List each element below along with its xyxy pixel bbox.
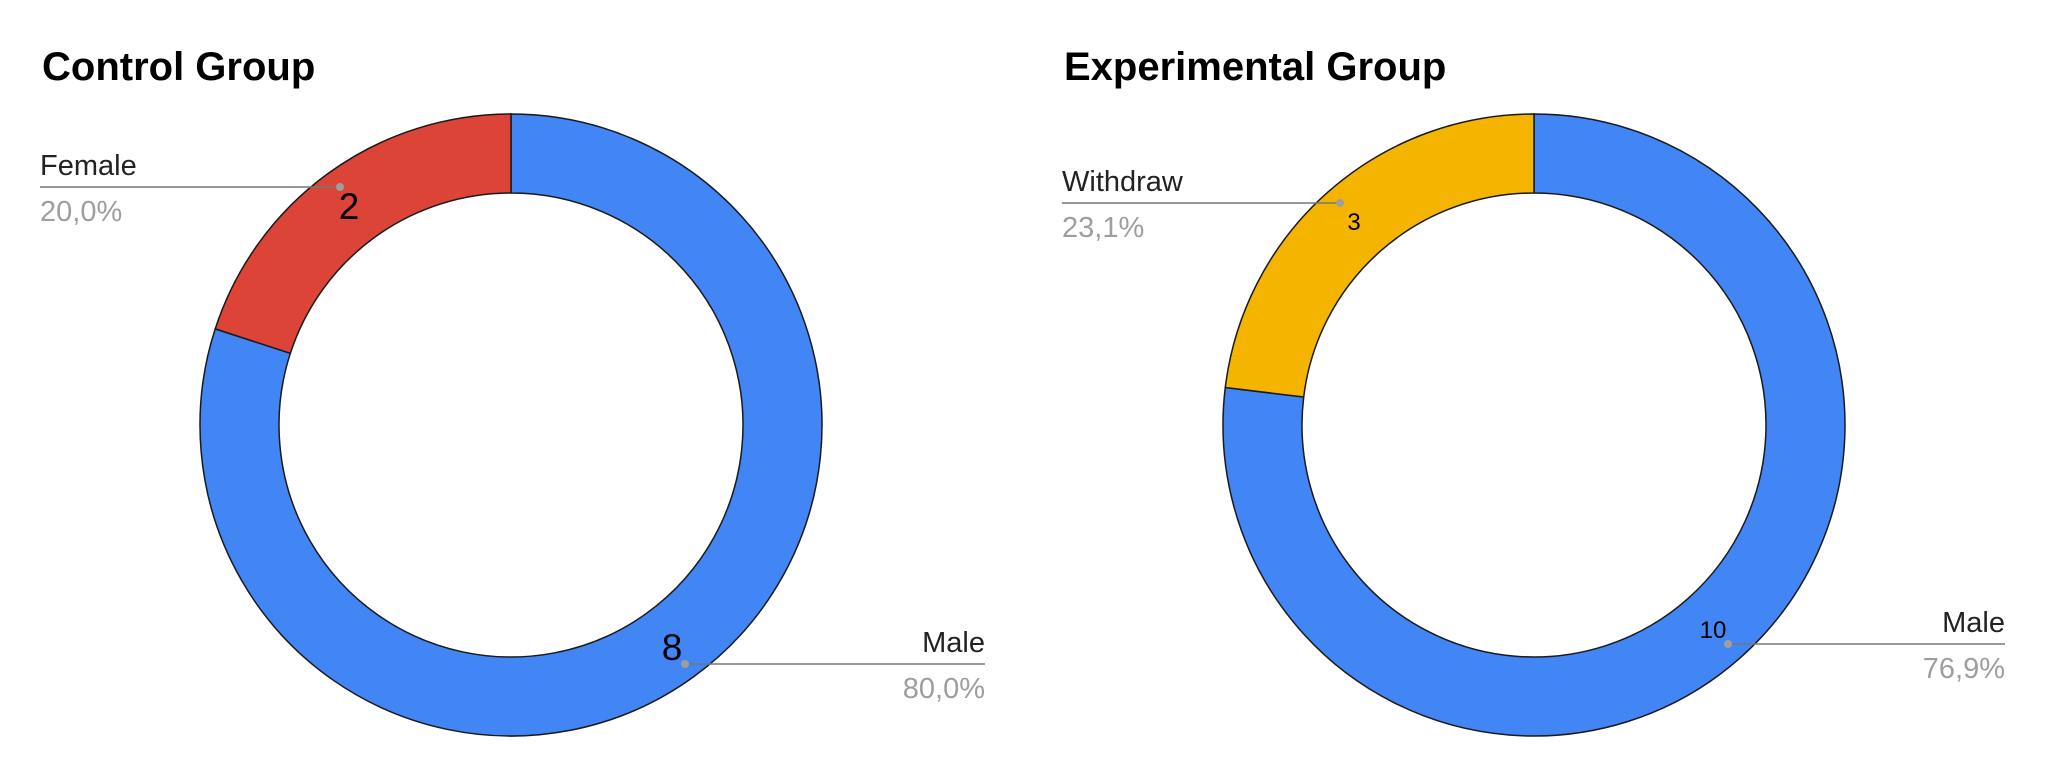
male-legend-label-experimental: Male	[1942, 607, 2005, 639]
male-legend-label-control: Male	[922, 627, 985, 659]
male-leader-dot-control	[681, 660, 689, 668]
slice-male	[199, 113, 823, 737]
withdraw-legend-label: Withdraw	[1062, 166, 1184, 198]
withdraw-value-label: 3	[1347, 209, 1360, 236]
withdraw-leader-dot	[1336, 199, 1344, 207]
experimental-group-title: Experimental Group	[1064, 45, 1446, 89]
experimental-group-slices	[1222, 113, 1846, 737]
male-legend-percent-control: 80,0%	[903, 673, 985, 705]
experimental-group-chart: Experimental Group Withdraw 23,1% 3 Male…	[1062, 45, 2005, 737]
male-legend-percent-experimental: 76,9%	[1923, 653, 2005, 685]
female-leader-dot	[336, 183, 344, 191]
control-group-title: Control Group	[42, 45, 315, 89]
withdraw-legend-percent: 23,1%	[1062, 212, 1144, 244]
control-group-chart: Control Group Female 20,0% 2 Male 80,0% …	[40, 45, 985, 737]
male-leader-dot-experimental	[1724, 640, 1732, 648]
female-legend-label: Female	[40, 150, 137, 182]
female-value-label: 2	[339, 186, 360, 227]
female-legend-percent: 20,0%	[40, 196, 122, 228]
male-value-label-experimental: 10	[1700, 617, 1727, 644]
slice-female	[214, 113, 512, 355]
slice-male	[1222, 113, 1846, 737]
control-group-slices	[199, 113, 823, 737]
slice-withdraw	[1224, 113, 1535, 398]
male-value-label-control: 8	[662, 627, 683, 668]
